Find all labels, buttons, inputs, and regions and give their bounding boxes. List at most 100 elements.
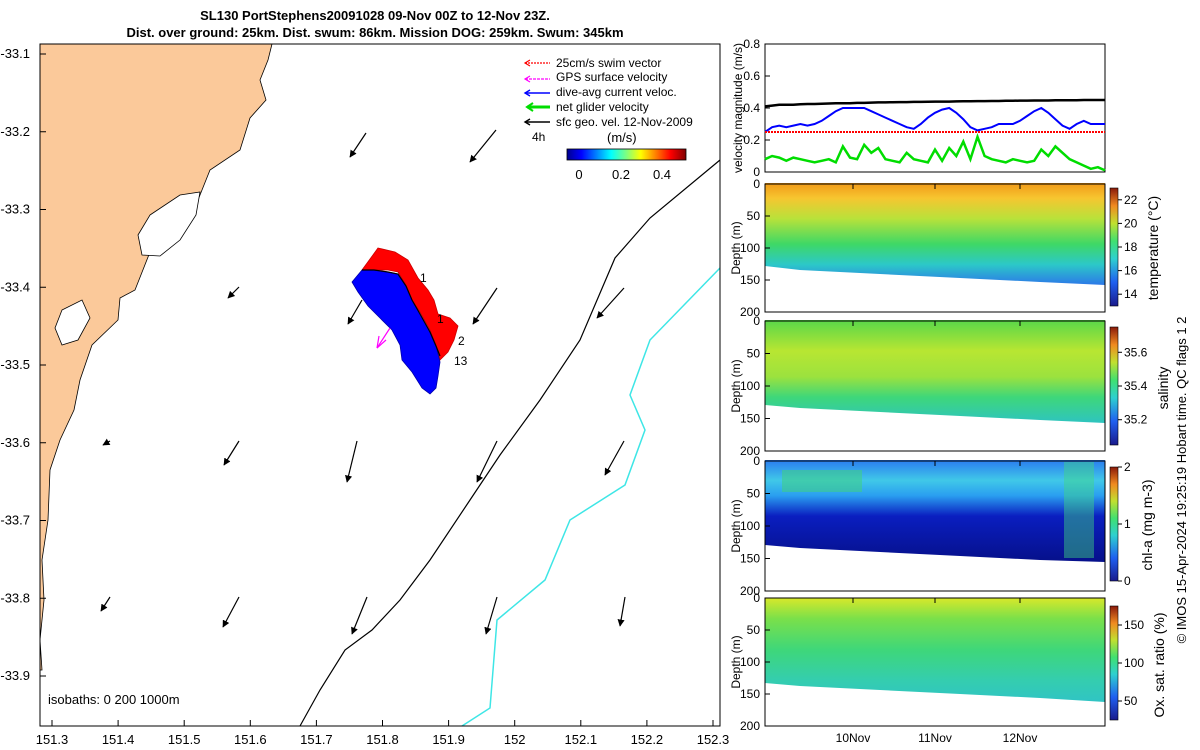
colorbar-tick-label: 0 <box>1124 574 1131 588</box>
colorbar-tick: 0.2 <box>612 167 630 182</box>
time-tick-label: 11Nov <box>918 731 952 745</box>
velocity-series <box>764 98 1106 172</box>
colorbar-tick-label: 50 <box>1124 694 1138 708</box>
colorbar-tick-label: 100 <box>1124 656 1144 670</box>
map-y-tick-label: -33.3 <box>0 202 30 217</box>
gps-velocity-icon <box>523 75 550 83</box>
depth-tick-label: 200 <box>740 719 760 733</box>
temperature-panel <box>764 183 1119 313</box>
profile-panels <box>764 183 1119 727</box>
gps-velocity-arrow <box>376 327 391 349</box>
swim-vector-icon <box>523 59 550 67</box>
oxygen-colorbar <box>1109 605 1119 721</box>
map-x-tick-label: 151.8 <box>366 732 399 747</box>
depth-tick-label: 150 <box>740 273 760 287</box>
depth-tick-label: 50 <box>747 487 761 501</box>
colorbar-tick-label: 20 <box>1124 216 1138 230</box>
time-tick-label: 12Nov <box>1003 731 1038 745</box>
track-label: 2 <box>458 334 465 348</box>
chla-bloom-right <box>1064 462 1094 558</box>
map-x-tick-label: 152.2 <box>631 732 664 747</box>
current-arrow <box>227 286 240 299</box>
current-arrow <box>617 596 626 627</box>
current-arrow <box>604 440 625 476</box>
depth-tick-label: 150 <box>740 412 760 426</box>
current-arrow <box>472 287 498 325</box>
depth-tick-label: 150 <box>740 552 760 566</box>
depth-tick-label: 150 <box>740 687 760 701</box>
current-arrow <box>484 596 498 635</box>
side-credit-text: © IMOS 15-Apr-2024 19:25:19 Hobart time.… <box>1174 317 1189 644</box>
map-x-tick-label: 151.4 <box>102 732 135 747</box>
current-arrow <box>469 129 497 163</box>
colorbar-tick: 0 <box>575 167 582 182</box>
isobaths-label: isobaths: 0 200 1000m <box>48 692 180 707</box>
map-y-tick-label: -33.2 <box>0 124 30 139</box>
colorbar-tick-label: 35.6 <box>1124 345 1148 359</box>
depth-tick-label: 50 <box>747 623 761 637</box>
map-x-tick-label: 151.3 <box>36 732 69 747</box>
current-arrow <box>347 299 363 325</box>
map-y-tick-label: -33.4 <box>0 279 30 294</box>
map-x-ticks: 151.3 151.4 151.5 151.6 151.7 151.8 151.9 152 15… <box>36 720 730 747</box>
chart-title-line2: Dist. over ground: 25km. Dist. swum: 86k… <box>126 25 624 40</box>
lake-shape <box>137 191 201 257</box>
colorbar-tick-label: 18 <box>1124 240 1138 254</box>
sfc-geo-icon <box>523 118 550 126</box>
current-arrow <box>102 438 111 446</box>
coastline-land <box>39 43 273 671</box>
colorbar-unit-label: (m/s) <box>607 130 637 145</box>
colorbar-tick-label: 2 <box>1124 460 1131 474</box>
velocity-axes-box <box>764 43 1106 173</box>
velocity-y-tick-label: 0.2 <box>743 133 760 147</box>
depth-tick-label: 0 <box>753 591 760 605</box>
map-x-tick-label: 151.6 <box>234 732 267 747</box>
profile-ylabel: Depth (m) <box>729 359 743 412</box>
map-y-ticks: -33.1 -33.2 -33.3 -33.4 -33.5 -33.6 -33.7 -33.8… <box>0 46 46 683</box>
current-arrow <box>596 287 625 319</box>
dive-avg-icon <box>523 89 550 97</box>
depth-tick-label: 200 <box>740 305 760 319</box>
colorbar-tick-label: 14 <box>1124 287 1138 301</box>
velocity-ylabel: velocity magnitude (m/s) <box>731 43 745 173</box>
map-x-tick-label: 152 <box>504 732 526 747</box>
inlet-shape <box>54 299 91 346</box>
map-y-tick-label: -33.8 <box>0 590 30 605</box>
velocity-y-tick-label: 0.4 <box>743 101 760 115</box>
map-x-tick-label: 152.1 <box>565 732 598 747</box>
profile-ylabel: Depth (m) <box>729 499 743 552</box>
current-arrow <box>349 132 367 158</box>
colorbar-tick-label: 16 <box>1124 264 1138 278</box>
legend-label: sfc geo. vel. 12-Nov-2009 <box>556 115 693 129</box>
depth-tick-label: 200 <box>740 584 760 598</box>
current-arrow <box>222 596 240 628</box>
depth-tick-label: 200 <box>740 444 760 458</box>
profile-ylabel: Depth (m) <box>729 635 743 688</box>
depth-tick-label: 100 <box>740 379 760 393</box>
profile-ticks: 0501001502000501001502000501001502000501… <box>740 177 1148 745</box>
track-label: 13 <box>454 354 468 368</box>
velocity-panel: 0 0.2 0.4 0.6 0.8 velocity magnitude (m/s) <box>731 37 1106 179</box>
depth-tick-label: 50 <box>747 347 761 361</box>
velocity-series-line <box>764 98 1105 108</box>
velocity-series-line <box>764 132 1106 172</box>
map-legend: 25cm/s swim vector GPS surface velocity … <box>523 56 693 182</box>
map-x-tick-label: 151.5 <box>168 732 201 747</box>
current-arrows <box>100 129 626 635</box>
depth-tick-label: 0 <box>753 454 760 468</box>
map-colorbar <box>566 148 687 161</box>
map-y-tick-label: -33.6 <box>0 435 30 450</box>
salinity-colorbar <box>1109 326 1119 446</box>
map-panel: 1 1 2 13 151.3 151.4 151.5 151.6 151.7 151.8 1… <box>0 43 730 747</box>
chla-cbar-label: chl-a (mg m-3) <box>1139 479 1155 570</box>
legend-label: dive-avg current veloc. <box>556 85 677 99</box>
colorbar-tick-label: 22 <box>1124 193 1138 207</box>
map-x-tick-label: 152.3 <box>697 732 730 747</box>
salinity-cbar-label: salinity <box>1155 367 1171 410</box>
chart-title-line1: SL130 PortStephens20091028 09-Nov 00Z to… <box>200 8 550 23</box>
depth-tick-label: 50 <box>747 209 761 223</box>
map-x-tick-label: 151.9 <box>432 732 465 747</box>
track-label: 1 <box>420 271 427 285</box>
velocity-y-ticks: 0 0.2 0.4 0.6 0.8 <box>743 37 770 179</box>
map-y-tick-label: -33.9 <box>0 668 30 683</box>
